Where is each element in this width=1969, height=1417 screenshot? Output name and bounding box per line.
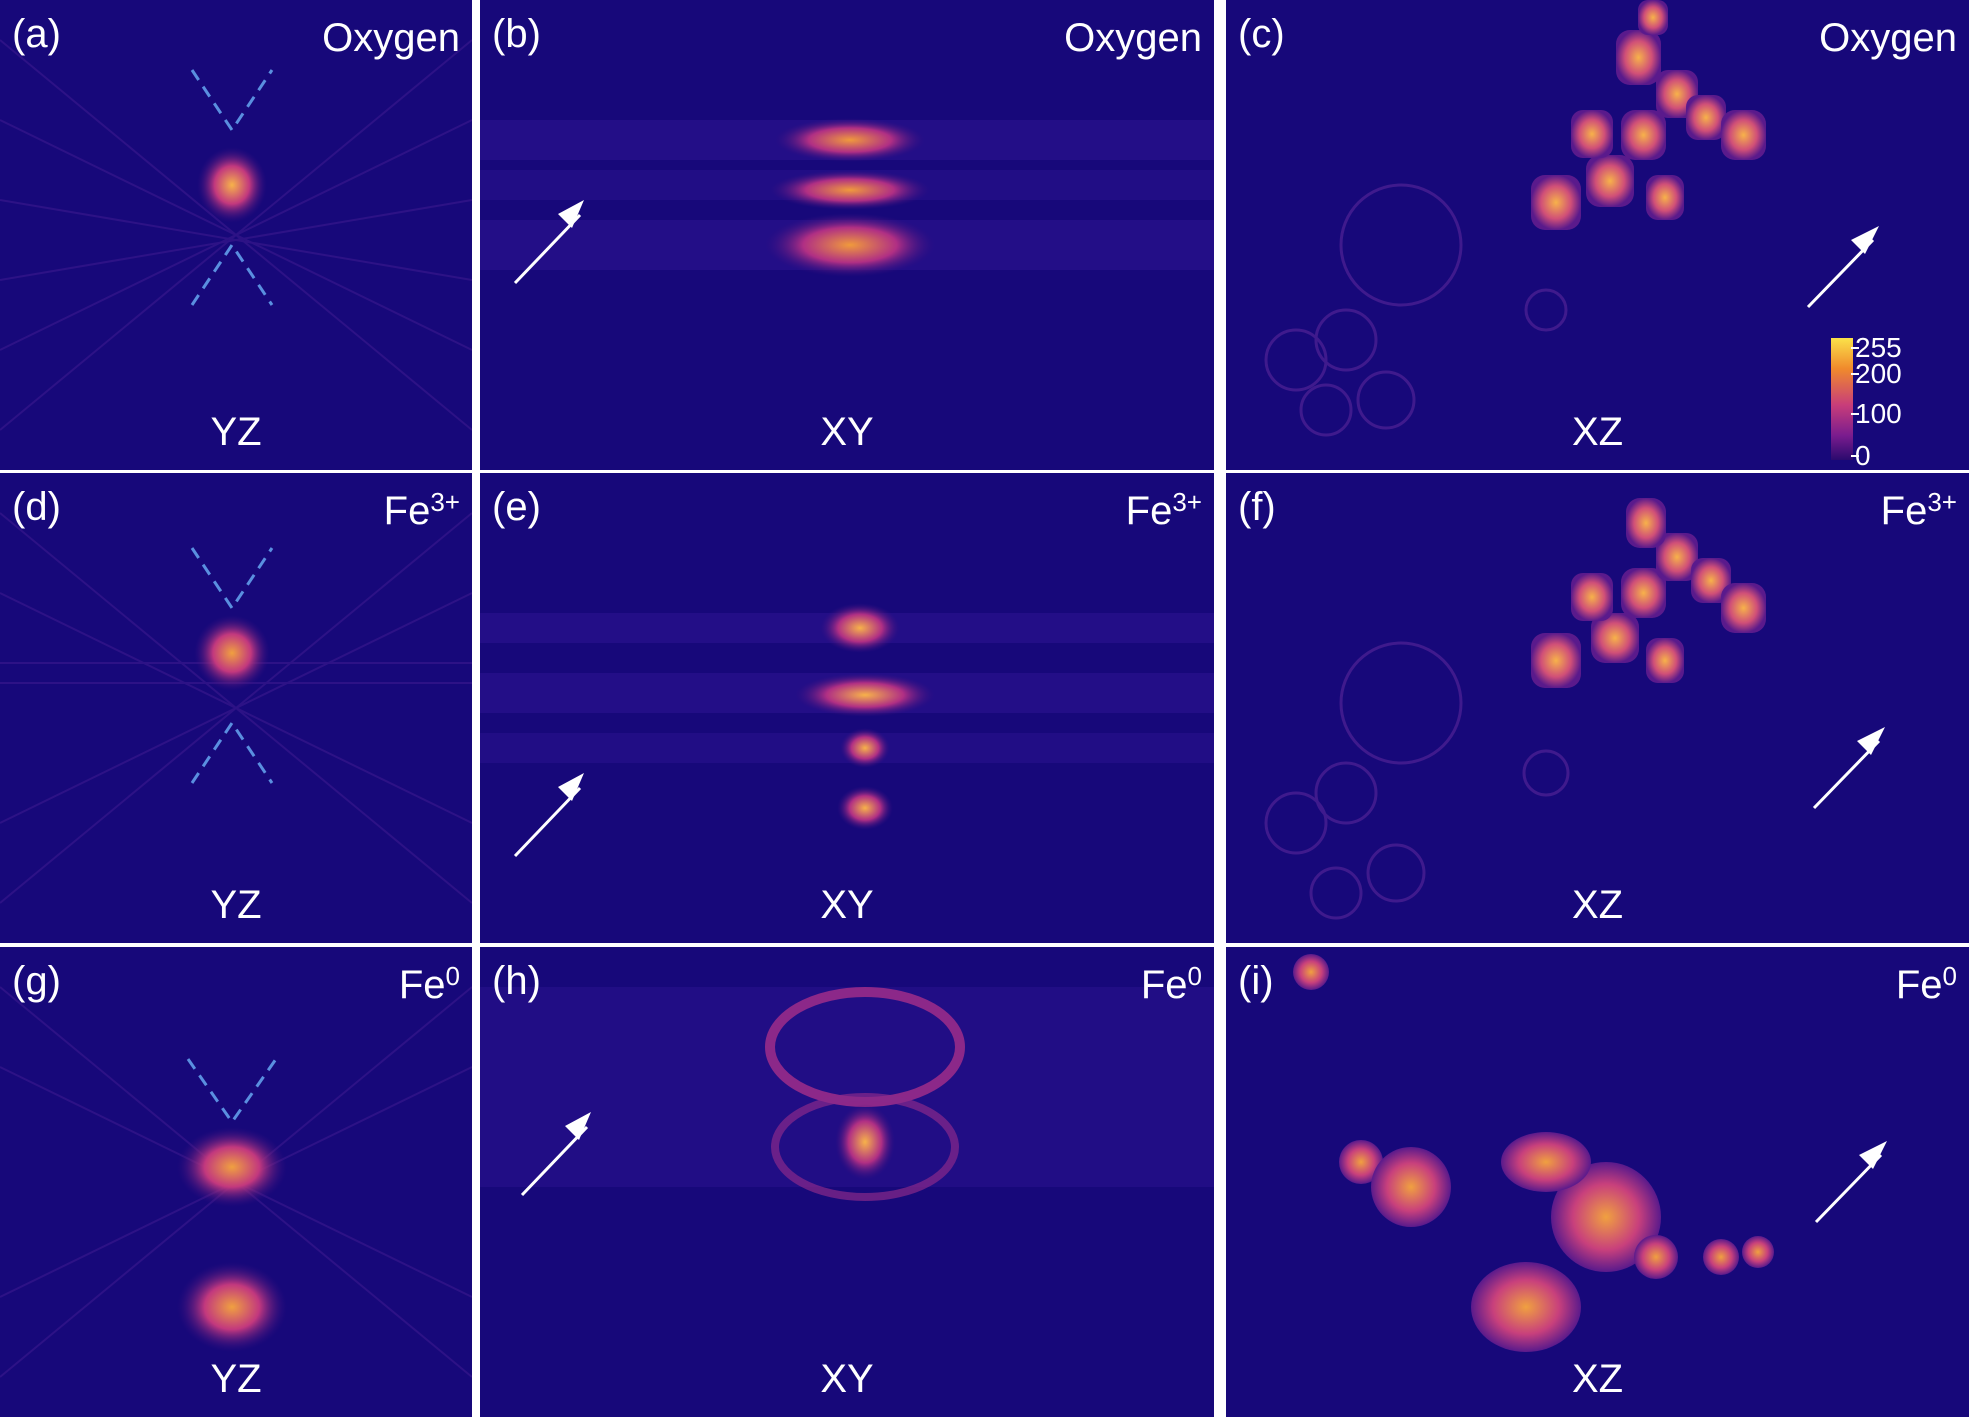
- panel-letter: (e): [492, 485, 541, 529]
- panel-g: (g) Fe0 YZ: [0, 947, 472, 1417]
- panel-c-image: [1264, 0, 1766, 437]
- direction-arrow: [513, 773, 584, 858]
- panel-letter: (i): [1238, 959, 1274, 1003]
- plane-label: YZ: [210, 410, 262, 454]
- colorbar-tick: 0: [1851, 440, 1871, 470]
- panel-h: (h) Fe0 XY: [480, 947, 1214, 1417]
- panel-e: (e) Fe3+ XY: [480, 473, 1214, 943]
- panel-letter: (d): [12, 485, 61, 529]
- colorbar-tick: 255: [1851, 332, 1902, 363]
- direction-arrow: [520, 1112, 591, 1197]
- cone-dashes: [190, 547, 274, 784]
- panel-a-image: [0, 39, 472, 431]
- element-label: Oxygen: [322, 16, 460, 60]
- plane-label: XZ: [1571, 883, 1624, 927]
- colorbar-gradient: [1831, 338, 1853, 460]
- panel-a: (a) Oxygen YZ: [0, 0, 472, 470]
- panel-letter: (b): [492, 12, 541, 56]
- panel-letter: (f): [1238, 485, 1276, 529]
- element-label: Fe3+: [1125, 487, 1202, 533]
- panel-letter: (h): [492, 959, 541, 1003]
- colorbar: 255 200 100 0: [1831, 332, 1951, 470]
- direction-arrow: [1814, 1141, 1887, 1224]
- element-label: Fe3+: [383, 487, 460, 533]
- plane-label: XY: [820, 883, 874, 927]
- direction-arrow: [1812, 727, 1885, 810]
- panel-letter: (g): [12, 959, 61, 1003]
- plane-label: XZ: [1571, 410, 1624, 454]
- plane-label: XY: [820, 410, 874, 454]
- plane-label: XZ: [1571, 1357, 1624, 1401]
- plane-label: YZ: [210, 883, 262, 927]
- panel-f-image: [1264, 498, 1766, 920]
- element-label: Fe0: [1895, 961, 1957, 1007]
- cone-dashes: [190, 69, 274, 306]
- element-label: Fe0: [398, 961, 460, 1007]
- panel-letter: (a): [12, 12, 61, 56]
- panel-d-image: [0, 512, 472, 904]
- element-label: Oxygen: [1819, 16, 1957, 60]
- panel-b-image: [480, 118, 1214, 277]
- direction-arrow: [1806, 226, 1879, 309]
- panel-g-image: [0, 986, 472, 1378]
- element-label: Fe0: [1140, 961, 1202, 1007]
- panel-d: (d) Fe3+ YZ: [0, 473, 472, 943]
- cone-dashes: [186, 1058, 278, 1125]
- panel-i: (i) Fe0 XZ: [1226, 947, 1969, 1417]
- panel-c: 255 200 100 0 (c) Oxygen XZ: [1226, 0, 1969, 470]
- plane-label: YZ: [210, 1357, 262, 1401]
- element-label: Oxygen: [1064, 16, 1202, 60]
- plane-label: XY: [820, 1357, 874, 1401]
- panel-e-image: [480, 603, 1214, 830]
- panel-b: (b) Oxygen XY: [480, 0, 1214, 470]
- colorbar-tick: 100: [1851, 398, 1902, 429]
- direction-arrow: [513, 200, 584, 285]
- panel-f: (f) Fe3+ XZ: [1226, 473, 1969, 943]
- element-label: Fe3+: [1880, 487, 1957, 533]
- colorbar-tick: 200: [1851, 358, 1902, 389]
- panel-h-image: [480, 987, 1214, 1201]
- panel-letter: (c): [1238, 12, 1285, 56]
- panel-i-image: [1293, 954, 1774, 1352]
